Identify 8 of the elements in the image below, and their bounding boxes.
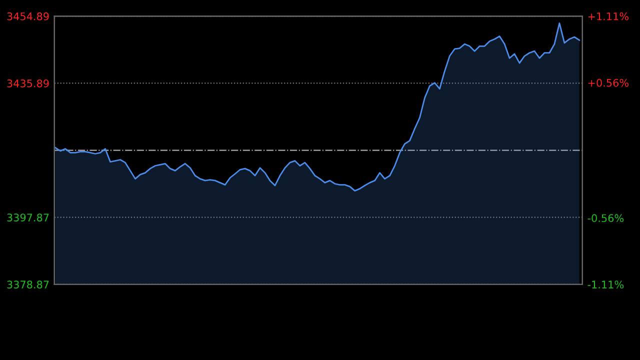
- y-tick-label: 3454.89: [7, 12, 49, 20]
- y-tick-label: 3397.87: [7, 214, 49, 222]
- y2-tick-label: -1.11%: [588, 280, 624, 289]
- y2-tick-label: -0.56%: [588, 214, 624, 222]
- y-tick-label: 3378.87: [7, 280, 49, 289]
- y2-tick-label: +0.56%: [588, 78, 629, 87]
- y-tick-label: 3435.89: [7, 79, 49, 88]
- y2-tick-label: +1.11%: [588, 12, 629, 20]
